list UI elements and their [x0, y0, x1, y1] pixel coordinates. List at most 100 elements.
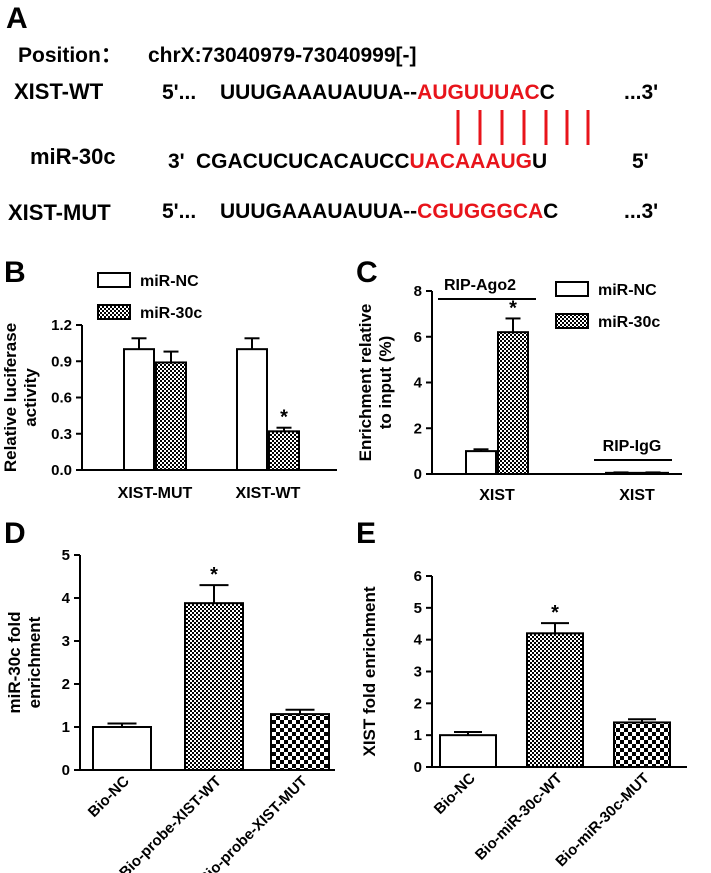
- chart-b-category-label: XIST-MUT: [118, 485, 193, 502]
- mir-30c-seq-body: CGACUCUCACAUCC: [196, 150, 410, 173]
- chart-c-category-label: XIST: [479, 487, 515, 504]
- chart-b-significance-star: *: [280, 407, 288, 429]
- chart-b-category-label: XIST-WT: [236, 485, 301, 502]
- xist-wt-prefix: 5'...: [162, 81, 196, 104]
- chart-e-category-label: Bio-NC: [431, 770, 479, 818]
- mir-30c-site: UACAAAUG: [410, 150, 533, 173]
- chart-c-legend-label: miR-NC: [598, 282, 657, 299]
- chart-c-group-label: RIP-Ago2: [444, 277, 516, 294]
- chart-d-bar: [270, 713, 330, 771]
- chart-c-category-label: XIST: [619, 487, 655, 504]
- chart-b-bar: [123, 348, 155, 471]
- chart-b-y-tick-label: 0.3: [51, 426, 72, 443]
- chart-e-category-label: Bio-miR-30c-MUT: [552, 770, 652, 870]
- chart-c-y-tick-label: 4: [414, 375, 423, 392]
- xist-mut-site: CGUGGGCA: [417, 200, 543, 223]
- panel-b-letter: B: [4, 256, 26, 289]
- chart-d-significance-star: *: [210, 564, 218, 586]
- mir-30c-seq: CGACUCUCACAUCCUACAAAUGU: [196, 150, 547, 173]
- chart-b-y-tick-label: 1.2: [51, 317, 72, 334]
- chart-e-y-label-line: XIST fold enrichment: [360, 586, 379, 756]
- xist-mut-tail: C: [543, 200, 558, 223]
- chart-d-y-tick-label: 0: [62, 762, 70, 779]
- chart-c-y-label-line: to input (%): [376, 336, 395, 429]
- xist-wt-suffix: ...3': [624, 81, 658, 104]
- chart-e-bar: [613, 721, 671, 769]
- chart-c-significance-star: *: [509, 297, 517, 319]
- chart-b-bar: [268, 430, 300, 472]
- chart-e-y-tick-label: 1: [414, 727, 422, 744]
- xist-mut-suffix: ...3': [624, 200, 658, 223]
- chart-c-bar: [637, 471, 669, 476]
- chart-c-bar: [605, 471, 637, 476]
- chart-d-y-label-line: enrichment: [25, 616, 44, 708]
- xist-mut-prefix: 5'...: [162, 200, 196, 223]
- chart-c-legend-swatch: [555, 313, 589, 329]
- chart-e-category-label: Bio-miR-30c-WT: [472, 770, 566, 864]
- chart-b-legend-label: miR-NC: [140, 273, 199, 290]
- chart-b-y-tick-label: 0.0: [51, 462, 72, 479]
- chart-b-y-tick-label: 0.6: [51, 390, 72, 407]
- chart-c-legend-label: miR-30c: [598, 314, 660, 331]
- mir-30c-tail: U: [532, 150, 547, 173]
- chart-b-y-label-line: activity: [21, 368, 40, 427]
- chart-e-bar: [526, 632, 584, 768]
- chart-e-y-tick-label: 3: [414, 664, 422, 681]
- position-value: chrX:73040979-73040999[-]: [148, 44, 417, 67]
- xist-wt-label: XIST-WT: [14, 79, 104, 104]
- chart-e-significance-star: *: [551, 602, 559, 624]
- chart-d-category-label: Bio-NC: [85, 773, 133, 821]
- chart-e-y-label: XIST fold enrichment: [360, 586, 379, 756]
- chart-e-bar: [439, 734, 497, 769]
- chart-e-y-tick-label: 4: [414, 632, 423, 649]
- chart-d-y-tick-label: 3: [62, 633, 70, 650]
- chart-d-bar: [92, 726, 152, 771]
- chart-e-y-tick-label: 2: [414, 695, 422, 712]
- chart-e-y-tick-label: 0: [414, 759, 422, 776]
- chart-c-y-tick-label: 2: [414, 420, 422, 437]
- chart-c-bar: [497, 331, 529, 475]
- chart-b: 0.0 0.3 0.6 0.9 1.2 Relative luciferaseactivi…: [1, 272, 337, 502]
- chart-b-bar: [236, 348, 268, 471]
- chart-b-legend-swatch: [97, 304, 131, 320]
- mir-30c-label: miR-30c: [30, 144, 116, 169]
- chart-b-bar: [155, 361, 187, 472]
- chart-e-y-tick-label: 5: [414, 600, 422, 617]
- panel-a-letter: A: [6, 2, 28, 35]
- pairing-lines: [456, 110, 590, 145]
- mir-30c-prefix: 3': [168, 150, 185, 173]
- xist-mut-label: XIST-MUT: [8, 200, 111, 225]
- chart-d-category-label: Bio-probe-XIST-WT: [116, 773, 225, 873]
- xist-wt-seq: UUUGAAAUAUUA--AUGUUUACC: [220, 81, 555, 104]
- chart-d: 0 1 2 3 4 5 miR-30c foldenrichment * Bio-NCBio-p…: [5, 547, 335, 873]
- mir-30c-suffix: 5': [632, 150, 649, 173]
- chart-d-y-label-line: miR-30c fold: [5, 611, 24, 713]
- chart-d-y-tick-label: 2: [62, 676, 70, 693]
- panel-d-letter: D: [4, 517, 26, 550]
- chart-c-group-label: RIP-IgG: [603, 438, 662, 455]
- chart-d-y-tick-label: 4: [62, 590, 71, 607]
- chart-b-y-label-line: Relative luciferase: [1, 323, 20, 472]
- xist-wt-tail: C: [540, 81, 555, 104]
- xist-wt-seq-body: UUUGAAAUAUUA--: [220, 81, 417, 104]
- panel-a: A Position： chrX:73040979-73040999[-] XI…: [6, 2, 658, 225]
- chart-b-legend-swatch: [97, 272, 131, 288]
- chart-d-y-label: miR-30c foldenrichment: [5, 611, 44, 713]
- chart-b-y-label: Relative luciferaseactivity: [1, 323, 40, 472]
- chart-d-y-tick-label: 1: [62, 719, 70, 736]
- chart-c-bar: [465, 450, 497, 475]
- chart-c-y-tick-label: 8: [414, 283, 422, 300]
- panel-c-letter: C: [356, 256, 378, 289]
- chart-d-bar: [184, 602, 244, 771]
- xist-mut-seq-body: UUUGAAAUAUUA--: [220, 200, 417, 223]
- chart-e-y-tick-label: 6: [414, 568, 422, 585]
- chart-b-legend-label: miR-30c: [140, 305, 202, 322]
- xist-wt-site: AUGUUUAC: [417, 81, 540, 104]
- chart-c-y-tick-label: 6: [414, 329, 422, 346]
- chart-c-legend-swatch: [555, 281, 589, 297]
- xist-mut-seq: UUUGAAAUAUUA--CGUGGGCAC: [220, 200, 558, 223]
- chart-c-y-tick-label: 0: [414, 466, 422, 483]
- chart-c-y-label: Enrichment relativeto input (%): [356, 304, 395, 462]
